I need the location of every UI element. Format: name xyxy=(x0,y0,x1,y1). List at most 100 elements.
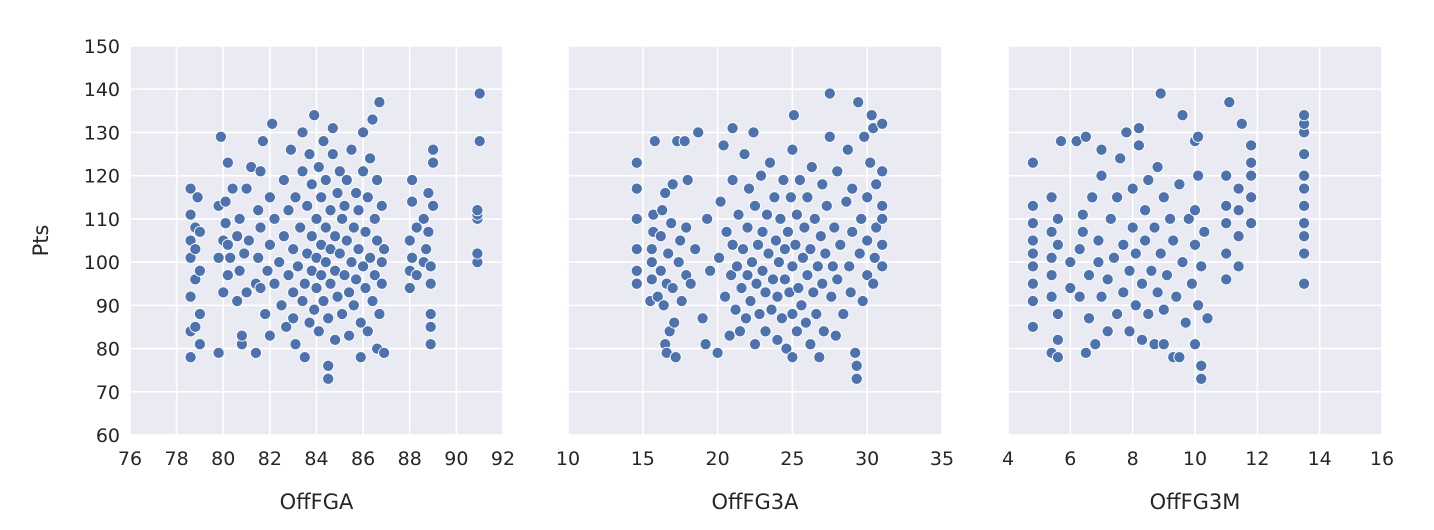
x-tick-label: 12 xyxy=(1245,448,1269,470)
scatter-point xyxy=(789,238,802,251)
scatter-point xyxy=(1132,139,1145,152)
scatter-point xyxy=(762,247,775,260)
scatter-point xyxy=(1195,359,1208,372)
scatter-point xyxy=(759,286,772,299)
scatter-point xyxy=(1045,251,1058,264)
scatter-point xyxy=(221,269,234,282)
scatter-point xyxy=(319,173,332,187)
scatter-point xyxy=(343,329,356,342)
scatter-point xyxy=(333,247,346,260)
scatter-point xyxy=(852,96,865,109)
scatter-point xyxy=(754,169,768,182)
scatter-point xyxy=(1114,152,1127,165)
scatter-point xyxy=(301,199,314,212)
scatter-point xyxy=(654,264,667,277)
scatter-point xyxy=(1126,221,1139,234)
scatter-point xyxy=(876,212,889,225)
x-axis-label: OffFG3A xyxy=(711,490,799,514)
scatter-point xyxy=(1232,230,1245,243)
scatter-point xyxy=(277,230,290,243)
scatter-point xyxy=(756,264,769,277)
x-axis-label: OffFGA xyxy=(280,490,354,514)
scatter-point xyxy=(338,199,351,212)
scatter-point xyxy=(224,251,237,264)
scatter-point xyxy=(772,256,785,269)
scatter-point xyxy=(340,234,353,247)
scatter-point xyxy=(189,243,202,256)
scatter-point xyxy=(1135,333,1149,346)
scatter-point xyxy=(312,325,325,338)
scatter-point xyxy=(473,135,486,148)
scatter-point xyxy=(371,173,384,187)
scatter-point xyxy=(689,243,702,256)
scatter-point xyxy=(1157,303,1170,316)
scatter-point xyxy=(371,234,384,247)
scatter-point xyxy=(1064,281,1077,295)
scatter-point xyxy=(828,221,841,234)
scatter-point xyxy=(326,122,339,135)
scatter-point xyxy=(825,290,838,303)
scatter-point xyxy=(780,342,793,355)
scatter-point xyxy=(1107,251,1121,264)
scatter-point xyxy=(1139,234,1152,247)
scatter-point xyxy=(361,191,374,204)
scatter-point xyxy=(403,281,416,295)
scatter-point xyxy=(816,277,829,290)
scatter-point xyxy=(766,273,780,286)
scatter-point xyxy=(701,212,714,225)
scatter-point xyxy=(750,277,763,290)
scatter-point xyxy=(1120,126,1133,139)
scatter-point xyxy=(719,290,732,303)
x-tick-label: 10 xyxy=(1183,448,1207,470)
scatter-point xyxy=(336,307,349,321)
scatter-point xyxy=(850,372,863,385)
scatter-point xyxy=(1232,260,1245,273)
scatter-point xyxy=(829,329,842,342)
y-tick-label: 60 xyxy=(96,425,120,447)
scatter-point xyxy=(1245,139,1258,152)
scatter-point xyxy=(666,178,679,191)
scatter-point xyxy=(801,269,814,282)
scatter-point xyxy=(1151,160,1164,174)
scatter-point xyxy=(284,143,297,156)
scatter-point xyxy=(1089,338,1102,351)
scatter-point xyxy=(799,316,812,329)
scatter-point xyxy=(217,286,230,299)
y-tick-label: 110 xyxy=(84,209,120,231)
scatter-point xyxy=(305,178,318,191)
scatter-point xyxy=(1232,204,1245,217)
x-tick-label: 90 xyxy=(444,448,468,470)
x-tick-label: 86 xyxy=(351,448,375,470)
scatter-point xyxy=(831,165,844,178)
scatter-point xyxy=(1232,182,1245,195)
scatter-point xyxy=(277,173,290,187)
scatter-point xyxy=(717,139,730,152)
scatter-point xyxy=(1235,117,1248,130)
scatter-point xyxy=(1101,273,1114,286)
scatter-point xyxy=(768,191,781,204)
scatter-point xyxy=(765,303,778,316)
scatter-point xyxy=(759,325,772,338)
scatter-point xyxy=(684,277,697,290)
scatter-point xyxy=(238,247,251,260)
scatter-point xyxy=(820,199,833,212)
scatter-point xyxy=(298,277,311,290)
scatter-point xyxy=(352,243,365,256)
scatter-point xyxy=(427,143,440,156)
scatter-point xyxy=(1076,225,1089,238)
x-tick-label: 30 xyxy=(855,448,879,470)
scatter-point xyxy=(289,338,302,351)
scatter-point xyxy=(1298,148,1311,161)
scatter-point xyxy=(846,225,859,238)
scatter-point xyxy=(1111,191,1124,204)
scatter-point xyxy=(1129,299,1142,312)
y-tick-label: 150 xyxy=(84,36,120,58)
scatter-point xyxy=(347,221,360,234)
scatter-point xyxy=(364,251,377,264)
scatter-point xyxy=(336,212,349,225)
scatter-point xyxy=(1086,191,1099,204)
scatter-point xyxy=(424,307,437,321)
scatter-point xyxy=(340,173,353,187)
scatter-point xyxy=(645,243,658,256)
scatter-panel-3: 4 6 8 10 12 14 16 OffFG3M xyxy=(1002,45,1394,514)
